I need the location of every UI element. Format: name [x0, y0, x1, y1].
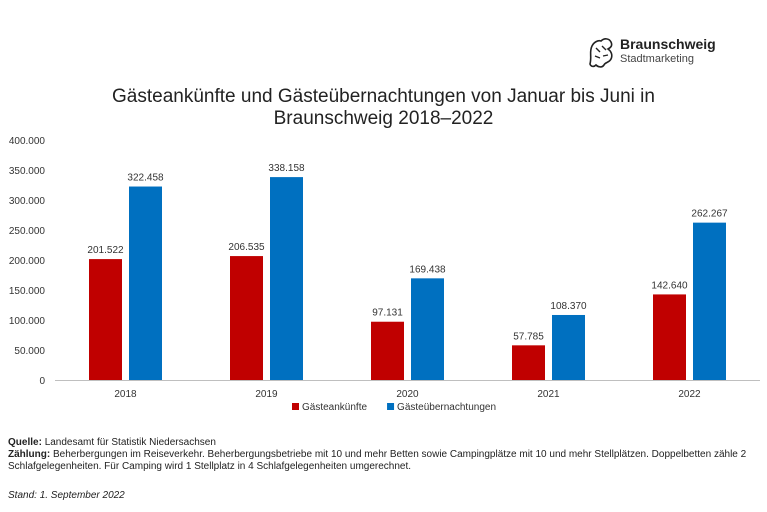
chart-title: Gästeankünfte und Gästeübernachtungen vo… — [0, 86, 767, 130]
source-text: Landesamt für Statistik Niedersachsen — [44, 437, 216, 448]
bar-chart: 0 50.000 100.000 150.000 200.000 250.000 300.0… — [9, 136, 760, 413]
y-tick-label: 300.000 — [9, 196, 46, 207]
logo-subtitle: Stadtmarketing — [620, 53, 694, 65]
y-tick-label: 250.000 — [9, 226, 46, 237]
legend-label: Gästeübernachtungen — [397, 402, 496, 413]
bar-uebernachtungen-2019 — [270, 177, 303, 380]
data-label: 57.785 — [513, 331, 544, 342]
count-text: Beherbergungen im Reiseverkehr. Beherber… — [8, 449, 747, 472]
y-tick-label: 400.000 — [9, 136, 46, 147]
bar-uebernachtungen-2020 — [411, 278, 444, 380]
bar-ankuenfte-2022 — [653, 294, 686, 380]
bar-ankuenfte-2019 — [230, 256, 263, 380]
y-tick-label: 200.000 — [9, 256, 46, 267]
x-tick-label: 2022 — [678, 389, 701, 400]
data-label: 338.158 — [268, 163, 305, 174]
bar-uebernachtungen-2021 — [552, 314, 585, 380]
x-tick-label: 2020 — [396, 389, 419, 400]
legend-label: Gästeankünfte — [302, 402, 367, 413]
legend-swatch — [292, 403, 299, 410]
count-line: Zählung: Beherbergungen im Reiseverkehr.… — [8, 449, 763, 473]
data-label: 108.370 — [550, 301, 587, 312]
bar-uebernachtungen-2018 — [129, 186, 162, 380]
chart-title-line2: Braunschweig 2018–2022 — [273, 108, 494, 129]
y-tick-label: 100.000 — [9, 316, 46, 327]
stand-date: Stand: 1. September 2022 — [8, 490, 125, 501]
legend-swatch — [387, 403, 395, 410]
x-tick-label: 2019 — [255, 389, 278, 400]
y-tick-label: 50.000 — [14, 346, 45, 357]
data-label: 322.458 — [127, 173, 164, 184]
footer-notes: Quelle: Landesamt für Statistik Niedersa… — [8, 437, 763, 473]
data-label: 201.522 — [87, 245, 124, 256]
data-label: 262.267 — [691, 209, 728, 220]
y-tick-label: 350.000 — [9, 166, 46, 177]
y-tick-label: 150.000 — [9, 286, 46, 297]
lion-icon — [589, 38, 613, 68]
data-label: 97.131 — [372, 308, 403, 319]
bar-ankuenfte-2020 — [371, 321, 404, 380]
bar-ankuenfte-2018 — [89, 259, 122, 380]
data-label: 142.640 — [651, 280, 688, 291]
chart-title-line1: Gästeankünfte und Gästeübernachtungen vo… — [112, 86, 655, 107]
data-label: 206.535 — [228, 242, 265, 253]
x-tick-label: 2021 — [537, 389, 560, 400]
logo: Braunschweig Stadtmarketing — [586, 34, 726, 74]
x-tick-label: 2018 — [114, 389, 137, 400]
data-label: 169.438 — [409, 264, 446, 275]
count-label: Zählung: — [8, 449, 51, 460]
source-line: Quelle: Landesamt für Statistik Niedersa… — [8, 437, 763, 449]
source-label: Quelle: — [8, 437, 42, 448]
bar-uebernachtungen-2022 — [693, 222, 726, 380]
y-tick-label: 0 — [39, 376, 45, 387]
bar-ankuenfte-2021 — [512, 345, 545, 380]
logo-name: Braunschweig — [620, 36, 716, 52]
